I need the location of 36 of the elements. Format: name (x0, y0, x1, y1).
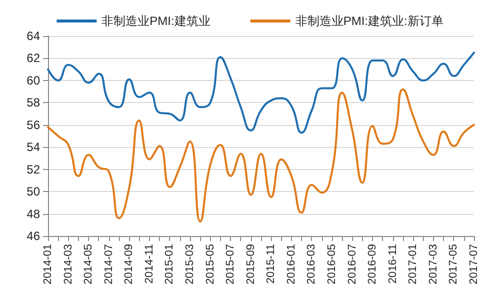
x-tick-label: 2015-01 (164, 244, 176, 284)
x-tick-label: 2014-07 (102, 244, 115, 284)
x-tick-label: 2014-01 (42, 244, 54, 284)
x-tick-label: 2016-07 (346, 244, 358, 284)
legend-label: 非制造业PMI:建筑业:新订单 (295, 14, 444, 28)
x-tick-label: 2017-05 (448, 244, 460, 284)
x-tick-label: 2015-05 (204, 244, 216, 284)
x-tick-label: 2017-07 (468, 244, 480, 284)
y-tick-label: 64 (26, 29, 40, 43)
x-tick-label: 2014-11 (143, 244, 156, 284)
x-tick-label: 2017-01 (407, 244, 420, 284)
y-tick-label: 56 (26, 118, 40, 132)
x-tick-label: 2016-05 (326, 244, 338, 284)
y-tick-label: 54 (26, 140, 40, 154)
x-tick-label: 2015-03 (184, 244, 196, 284)
y-tick-label: 50 (26, 184, 40, 199)
x-tick-label: 2015-07 (224, 244, 237, 284)
x-tick-label: 2015-11 (265, 244, 278, 284)
x-tick-label: 2017-03 (427, 244, 440, 284)
x-tick-label: 2015-09 (244, 244, 257, 284)
y-tick-label: 52 (26, 162, 40, 176)
line-series (47, 88, 475, 223)
y-tick-label: 48 (26, 206, 40, 221)
x-tick-label: 2016-03 (306, 244, 318, 284)
x-tick-label: 2016-01 (285, 244, 298, 284)
y-tick-label: 62 (26, 51, 40, 66)
y-tick-label: 60 (26, 73, 40, 88)
x-tick-label: 2016-09 (366, 244, 379, 284)
x-tick-label: 2014-03 (62, 244, 74, 284)
x-tick-label: 2014-09 (123, 244, 136, 284)
line-series (47, 52, 475, 134)
x-tick-label: 2016-11 (386, 244, 399, 284)
legend-label: 非制造业PMI:建筑业 (102, 14, 210, 28)
y-tick-label: 58 (26, 96, 40, 110)
x-tick-label: 2014-05 (82, 244, 95, 284)
y-tick-label: 46 (26, 229, 40, 243)
